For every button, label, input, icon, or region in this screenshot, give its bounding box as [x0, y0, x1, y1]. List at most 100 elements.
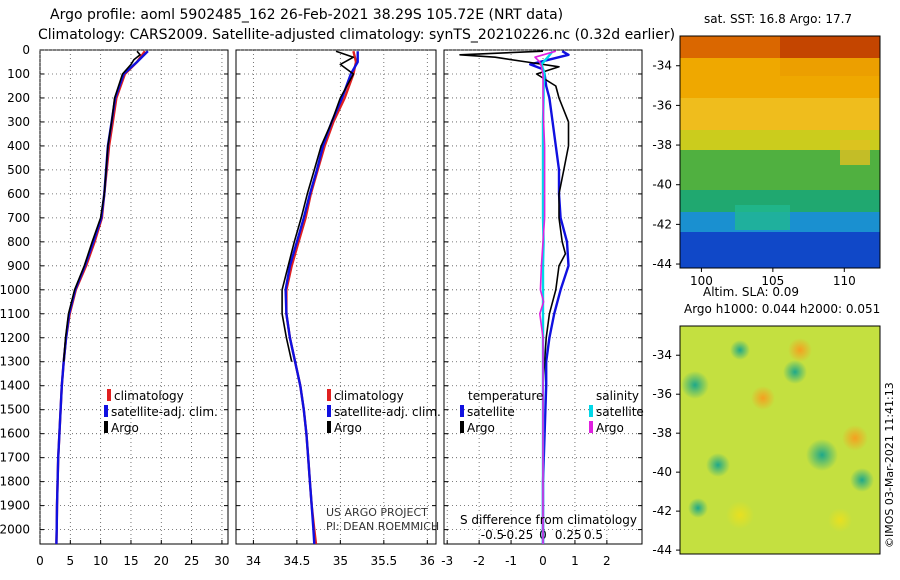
sst-lat-tick-label: -40: [652, 178, 672, 192]
difference-grid: [444, 49, 642, 544]
x-tick-label: -3: [441, 554, 453, 568]
sla-map-title-line-2: Argo h1000: 0.044 h2000: 0.051: [684, 302, 880, 316]
sst-lon-tick-label: 100: [690, 274, 713, 288]
difference-xlabel: S difference from climatology: [460, 513, 637, 527]
legend-label-climatology: climatology: [334, 389, 404, 403]
secondary-x-tick-label: 0.25: [555, 528, 582, 542]
depth-tick-label: 500: [7, 163, 30, 177]
depth-tick-label: 0: [22, 43, 30, 57]
figure-title-line-1: Argo profile: aoml 5902485_162 26-Feb-20…: [50, 7, 564, 23]
salinity-legend: climatology satellite-adj. clim. Argo: [327, 389, 441, 435]
depth-tick-label: 200: [7, 91, 30, 105]
salinity-series: [281, 50, 359, 544]
sst-lat-tick-label: -44: [652, 257, 672, 271]
x-tick-label: 0: [36, 554, 44, 568]
salinity-grid: [236, 49, 436, 544]
legend-swatch-climatology: [107, 389, 111, 401]
sla-lat-tick-label: -38: [652, 426, 672, 440]
depth-tick-label: 100: [7, 67, 30, 81]
depth-tick-label: 1200: [0, 331, 30, 345]
legend-title-salinity: salinity: [596, 389, 639, 403]
x-tick-label: 1: [571, 554, 579, 568]
depth-tick-label: 1100: [0, 307, 30, 321]
depth-tick-label: 1500: [0, 403, 30, 417]
depth-tick-label: 1300: [0, 355, 30, 369]
legend-title-temperature: temperature: [468, 389, 543, 403]
temperature-panel-frame: [39, 49, 229, 545]
x-tick-label: 15: [123, 554, 138, 568]
series-line-argo: [281, 50, 355, 362]
difference-series: [459, 50, 570, 544]
x-tick-label: 25: [184, 554, 199, 568]
x-tick-label: 0: [539, 554, 547, 568]
sla-map-axes: -34 -36 -38 -40 -42 -44: [652, 348, 680, 557]
x-tick-label: 5: [67, 554, 75, 568]
x-tick-label: 34.5: [284, 554, 311, 568]
depth-tick-label: 1600: [0, 427, 30, 441]
secondary-x-tick-label: -0.5: [481, 528, 504, 542]
temperature-x-axis: 0 5 10 15 20 25 30: [36, 554, 229, 568]
legend-label-argo: Argo: [111, 421, 139, 435]
legend-swatch-satellite: [104, 405, 108, 417]
temperature-grid: [39, 49, 228, 544]
depth-tick-label: 300: [7, 115, 30, 129]
temperature-legend: climatology satellite-adj. clim. Argo: [104, 389, 218, 435]
difference-x-axis: -3 -2 -1 0 1 2: [441, 554, 610, 568]
x-tick-label: 34: [246, 554, 261, 568]
sst-map-title: sat. SST: 16.8 Argo: 17.7: [704, 12, 852, 26]
legend-label-climatology: climatology: [114, 389, 184, 403]
difference-legend: temperature salinity satellite Argo sate…: [460, 389, 644, 435]
x-tick-label: 35: [333, 554, 348, 568]
sst-map: [679, 35, 881, 269]
x-tick-label: 36: [420, 554, 435, 568]
legend-label-satellite: satellite-adj. clim.: [111, 405, 218, 419]
sla-lat-tick-label: -36: [652, 387, 672, 401]
series-line-salinity-argo: [534, 50, 557, 544]
legend-label-sal-satellite: satellite: [596, 405, 644, 419]
legend-label-sal-argo: Argo: [596, 421, 624, 435]
depth-tick-label: 2000: [0, 523, 30, 537]
temperature-series: [55, 50, 149, 544]
depth-tick-label: 800: [7, 235, 30, 249]
secondary-x-tick-label: -0.25: [502, 528, 533, 542]
legend-swatch-sal-satellite: [589, 405, 593, 417]
legend-label-satellite: satellite-adj. clim.: [334, 405, 441, 419]
legend-swatch-temp-argo: [460, 421, 464, 433]
series-line-argo: [62, 50, 141, 362]
depth-tick-label: 1400: [0, 379, 30, 393]
sst-lat-tick-label: -38: [652, 138, 672, 152]
depth-tick-label: 700: [7, 211, 30, 225]
depth-tick-label: 600: [7, 187, 30, 201]
sst-lat-tick-label: -34: [652, 59, 672, 73]
x-tick-label: -2: [473, 554, 485, 568]
legend-swatch-satellite: [327, 405, 331, 417]
legend-swatch-temp-satellite: [460, 405, 464, 417]
legend-swatch-argo: [104, 421, 108, 433]
legend-label-temp-satellite: satellite: [467, 405, 515, 419]
pi-credit: PI: DEAN ROEMMICH: [326, 520, 439, 533]
x-tick-label: 20: [154, 554, 169, 568]
legend-swatch-argo: [327, 421, 331, 433]
depth-tick-label: 1700: [0, 451, 30, 465]
depth-tick-label: 900: [7, 259, 30, 273]
salinity-x-axis: 34 34.5 35 35.5 36: [246, 554, 435, 568]
sla-map: [679, 325, 881, 555]
sst-lon-tick-label: 110: [833, 274, 856, 288]
legend-label-temp-argo: Argo: [467, 421, 495, 435]
x-tick-label: 2: [603, 554, 611, 568]
figure-title-line-2: Climatology: CARS2009. Satellite-adjuste…: [38, 27, 676, 43]
sla-lat-tick-label: -34: [652, 348, 672, 362]
x-tick-label: 35.5: [370, 554, 397, 568]
x-tick-label: 10: [93, 554, 108, 568]
sst-map-axes: 100 105 110 -34 -36 -38 -40 -42 -44: [652, 59, 855, 288]
salinity-panel-frame: [235, 49, 437, 545]
depth-tick-label: 1900: [0, 499, 30, 513]
legend-label-argo: Argo: [334, 421, 362, 435]
project-credit: US ARGO PROJECT: [326, 506, 428, 519]
sst-lon-tick-label: 105: [761, 274, 784, 288]
x-tick-label: 30: [214, 554, 229, 568]
series-line-temperature-argo: [459, 50, 570, 386]
sla-map-title-line-1: Altim. SLA: 0.09: [703, 285, 799, 299]
